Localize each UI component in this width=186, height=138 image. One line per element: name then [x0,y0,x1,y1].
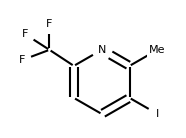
Text: F: F [46,19,53,29]
Text: N: N [97,45,106,55]
Text: I: I [156,109,159,119]
Text: Me: Me [149,45,166,55]
Text: F: F [18,55,25,65]
Text: F: F [22,29,28,39]
